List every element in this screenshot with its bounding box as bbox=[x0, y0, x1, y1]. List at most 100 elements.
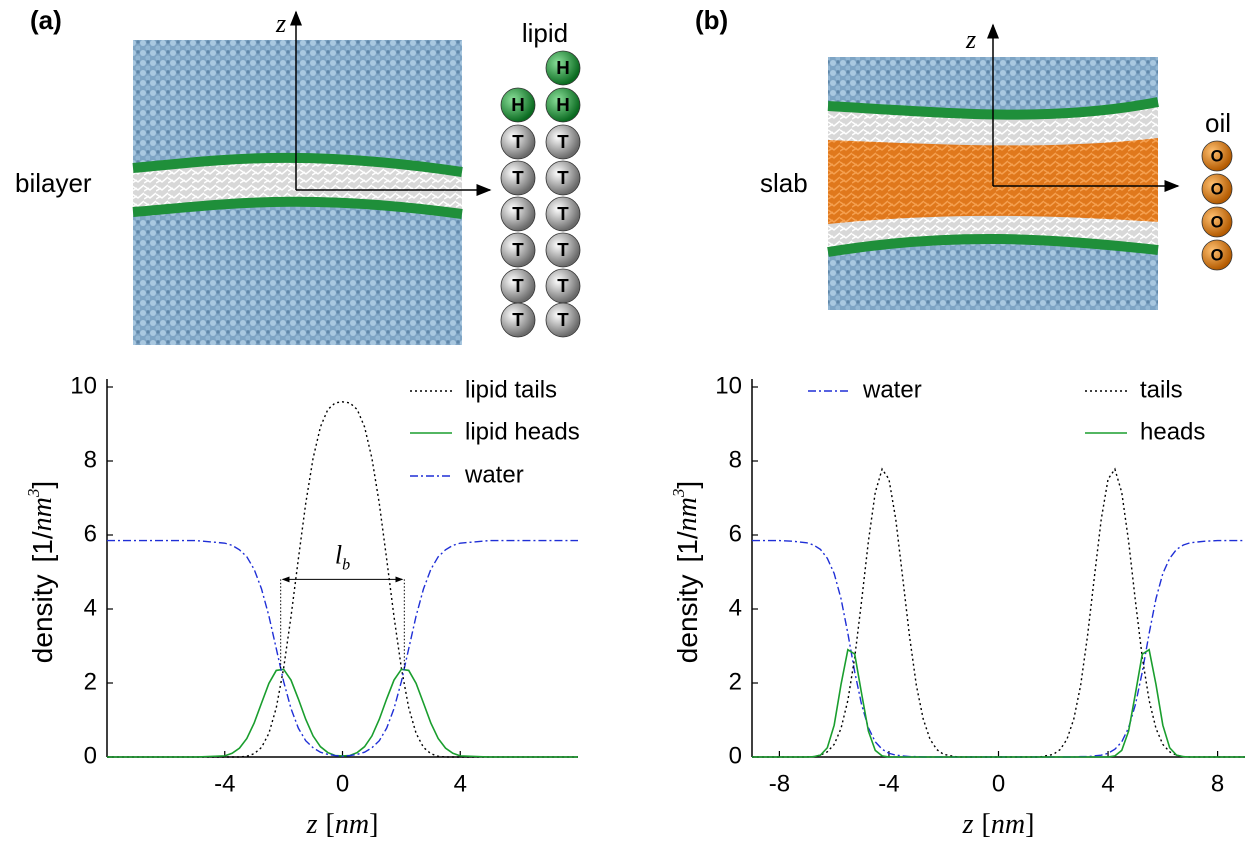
molecule-label: oil bbox=[1205, 108, 1231, 138]
bead-label: T bbox=[512, 239, 524, 260]
bead-label: T bbox=[512, 167, 524, 188]
bead bbox=[1201, 173, 1233, 205]
y-tick-label: 10 bbox=[70, 372, 97, 399]
x-axis-label: z [nm] bbox=[306, 809, 379, 840]
bead bbox=[1201, 140, 1233, 172]
y-tick-label: 4 bbox=[729, 594, 742, 621]
y-axis-label-part: ] bbox=[672, 481, 703, 489]
y-axis-label-part: ] bbox=[27, 481, 58, 489]
x-tick-label: 0 bbox=[992, 770, 1005, 797]
bead-label: T bbox=[557, 167, 569, 188]
y-tick-label: 6 bbox=[84, 520, 97, 547]
bead bbox=[545, 232, 581, 268]
x-axis-label-part: [ bbox=[982, 809, 991, 840]
bead bbox=[500, 302, 536, 338]
y-tick-label: 8 bbox=[84, 446, 97, 473]
y-axis-label-part: nm bbox=[672, 497, 703, 531]
x-tick-label: -4 bbox=[878, 770, 899, 797]
data-line bbox=[107, 668, 578, 758]
system-label: bilayer bbox=[15, 168, 92, 198]
bead bbox=[545, 160, 581, 196]
x-tick-label: -8 bbox=[769, 770, 790, 797]
y-tick-label: 10 bbox=[715, 372, 742, 399]
bead bbox=[500, 196, 536, 232]
y-axis-label: density [1/nm3] bbox=[24, 481, 59, 663]
x-tick-label: -4 bbox=[214, 770, 235, 797]
bead-label: O bbox=[1211, 147, 1224, 165]
bead-label: T bbox=[512, 203, 524, 224]
annotation-label: lb bbox=[335, 540, 350, 573]
x-tick-label: 4 bbox=[454, 770, 467, 797]
molecule-label: lipid bbox=[522, 18, 568, 48]
snapshot-bilayer bbox=[132, 10, 492, 345]
bead-label: O bbox=[1211, 246, 1224, 264]
x-axis-label-part: [ bbox=[326, 809, 335, 840]
bead-label: H bbox=[511, 94, 525, 115]
bead bbox=[545, 87, 581, 123]
y-axis-label: density [1/nm3] bbox=[669, 481, 704, 663]
legend-label: heads bbox=[1140, 418, 1205, 445]
y-tick-label: 2 bbox=[729, 668, 742, 695]
bead-label: H bbox=[556, 94, 570, 115]
y-tick-label: 0 bbox=[84, 742, 97, 769]
legend-label: lipid heads bbox=[465, 418, 580, 445]
bead bbox=[500, 124, 536, 160]
y-tick-label: 6 bbox=[729, 520, 742, 547]
bead bbox=[545, 50, 581, 86]
bead-label: O bbox=[1211, 180, 1224, 198]
y-axis-label-part: nm bbox=[27, 497, 58, 531]
annotation-text: l bbox=[335, 540, 342, 569]
bead bbox=[1201, 206, 1233, 238]
y-axis-label-part: 3 bbox=[24, 489, 43, 499]
data-line bbox=[752, 539, 1245, 758]
bead bbox=[545, 302, 581, 338]
bead-label: T bbox=[557, 309, 569, 330]
bead bbox=[500, 232, 536, 268]
x-tick-label: 4 bbox=[1101, 770, 1114, 797]
system-label: slab bbox=[760, 168, 808, 198]
legend-label: tails bbox=[1140, 376, 1183, 403]
x-axis-label-part: nm bbox=[991, 809, 1025, 840]
x-tick-label: 0 bbox=[336, 770, 349, 797]
y-axis-label-part: density bbox=[27, 574, 58, 663]
legend-label: lipid tails bbox=[465, 376, 557, 403]
annotation-subscript: b bbox=[342, 556, 350, 573]
data-line bbox=[107, 539, 578, 757]
snapshot-axis-label: z bbox=[275, 9, 286, 38]
bead-label: T bbox=[557, 203, 569, 224]
y-axis-label-part: [1/ bbox=[672, 531, 703, 562]
y-tick-label: 4 bbox=[84, 594, 97, 621]
data-line bbox=[752, 467, 1245, 758]
y-axis-label-part: [1/ bbox=[27, 531, 58, 562]
bead-label: T bbox=[512, 275, 524, 296]
data-line bbox=[107, 401, 578, 758]
bead bbox=[1201, 239, 1233, 271]
x-axis-label: z [nm] bbox=[962, 809, 1035, 840]
panel-label: (b) bbox=[695, 5, 728, 35]
bead-label: T bbox=[557, 239, 569, 260]
bead-label: O bbox=[1211, 213, 1224, 231]
x-axis-label-part: z bbox=[306, 809, 318, 840]
legend-label: water bbox=[862, 376, 922, 403]
snapshot-axis-label: z bbox=[965, 25, 976, 54]
panel-label: (a) bbox=[30, 5, 62, 35]
bead-label: T bbox=[557, 275, 569, 296]
bead bbox=[545, 196, 581, 232]
bead-label: T bbox=[512, 131, 524, 152]
data-line bbox=[752, 648, 1245, 758]
bead-label: T bbox=[557, 131, 569, 152]
bead bbox=[545, 124, 581, 160]
y-axis-label-part: 3 bbox=[669, 489, 688, 499]
y-axis-label-part: density bbox=[672, 574, 703, 663]
snapshot-slab bbox=[827, 23, 1180, 310]
y-tick-label: 0 bbox=[729, 742, 742, 769]
bead-label: T bbox=[512, 309, 524, 330]
y-tick-label: 8 bbox=[729, 446, 742, 473]
x-axis-label-part: z bbox=[962, 809, 974, 840]
x-axis-label-part: ] bbox=[1025, 809, 1034, 840]
x-axis-label-part: ] bbox=[369, 809, 378, 840]
bead bbox=[500, 87, 536, 123]
